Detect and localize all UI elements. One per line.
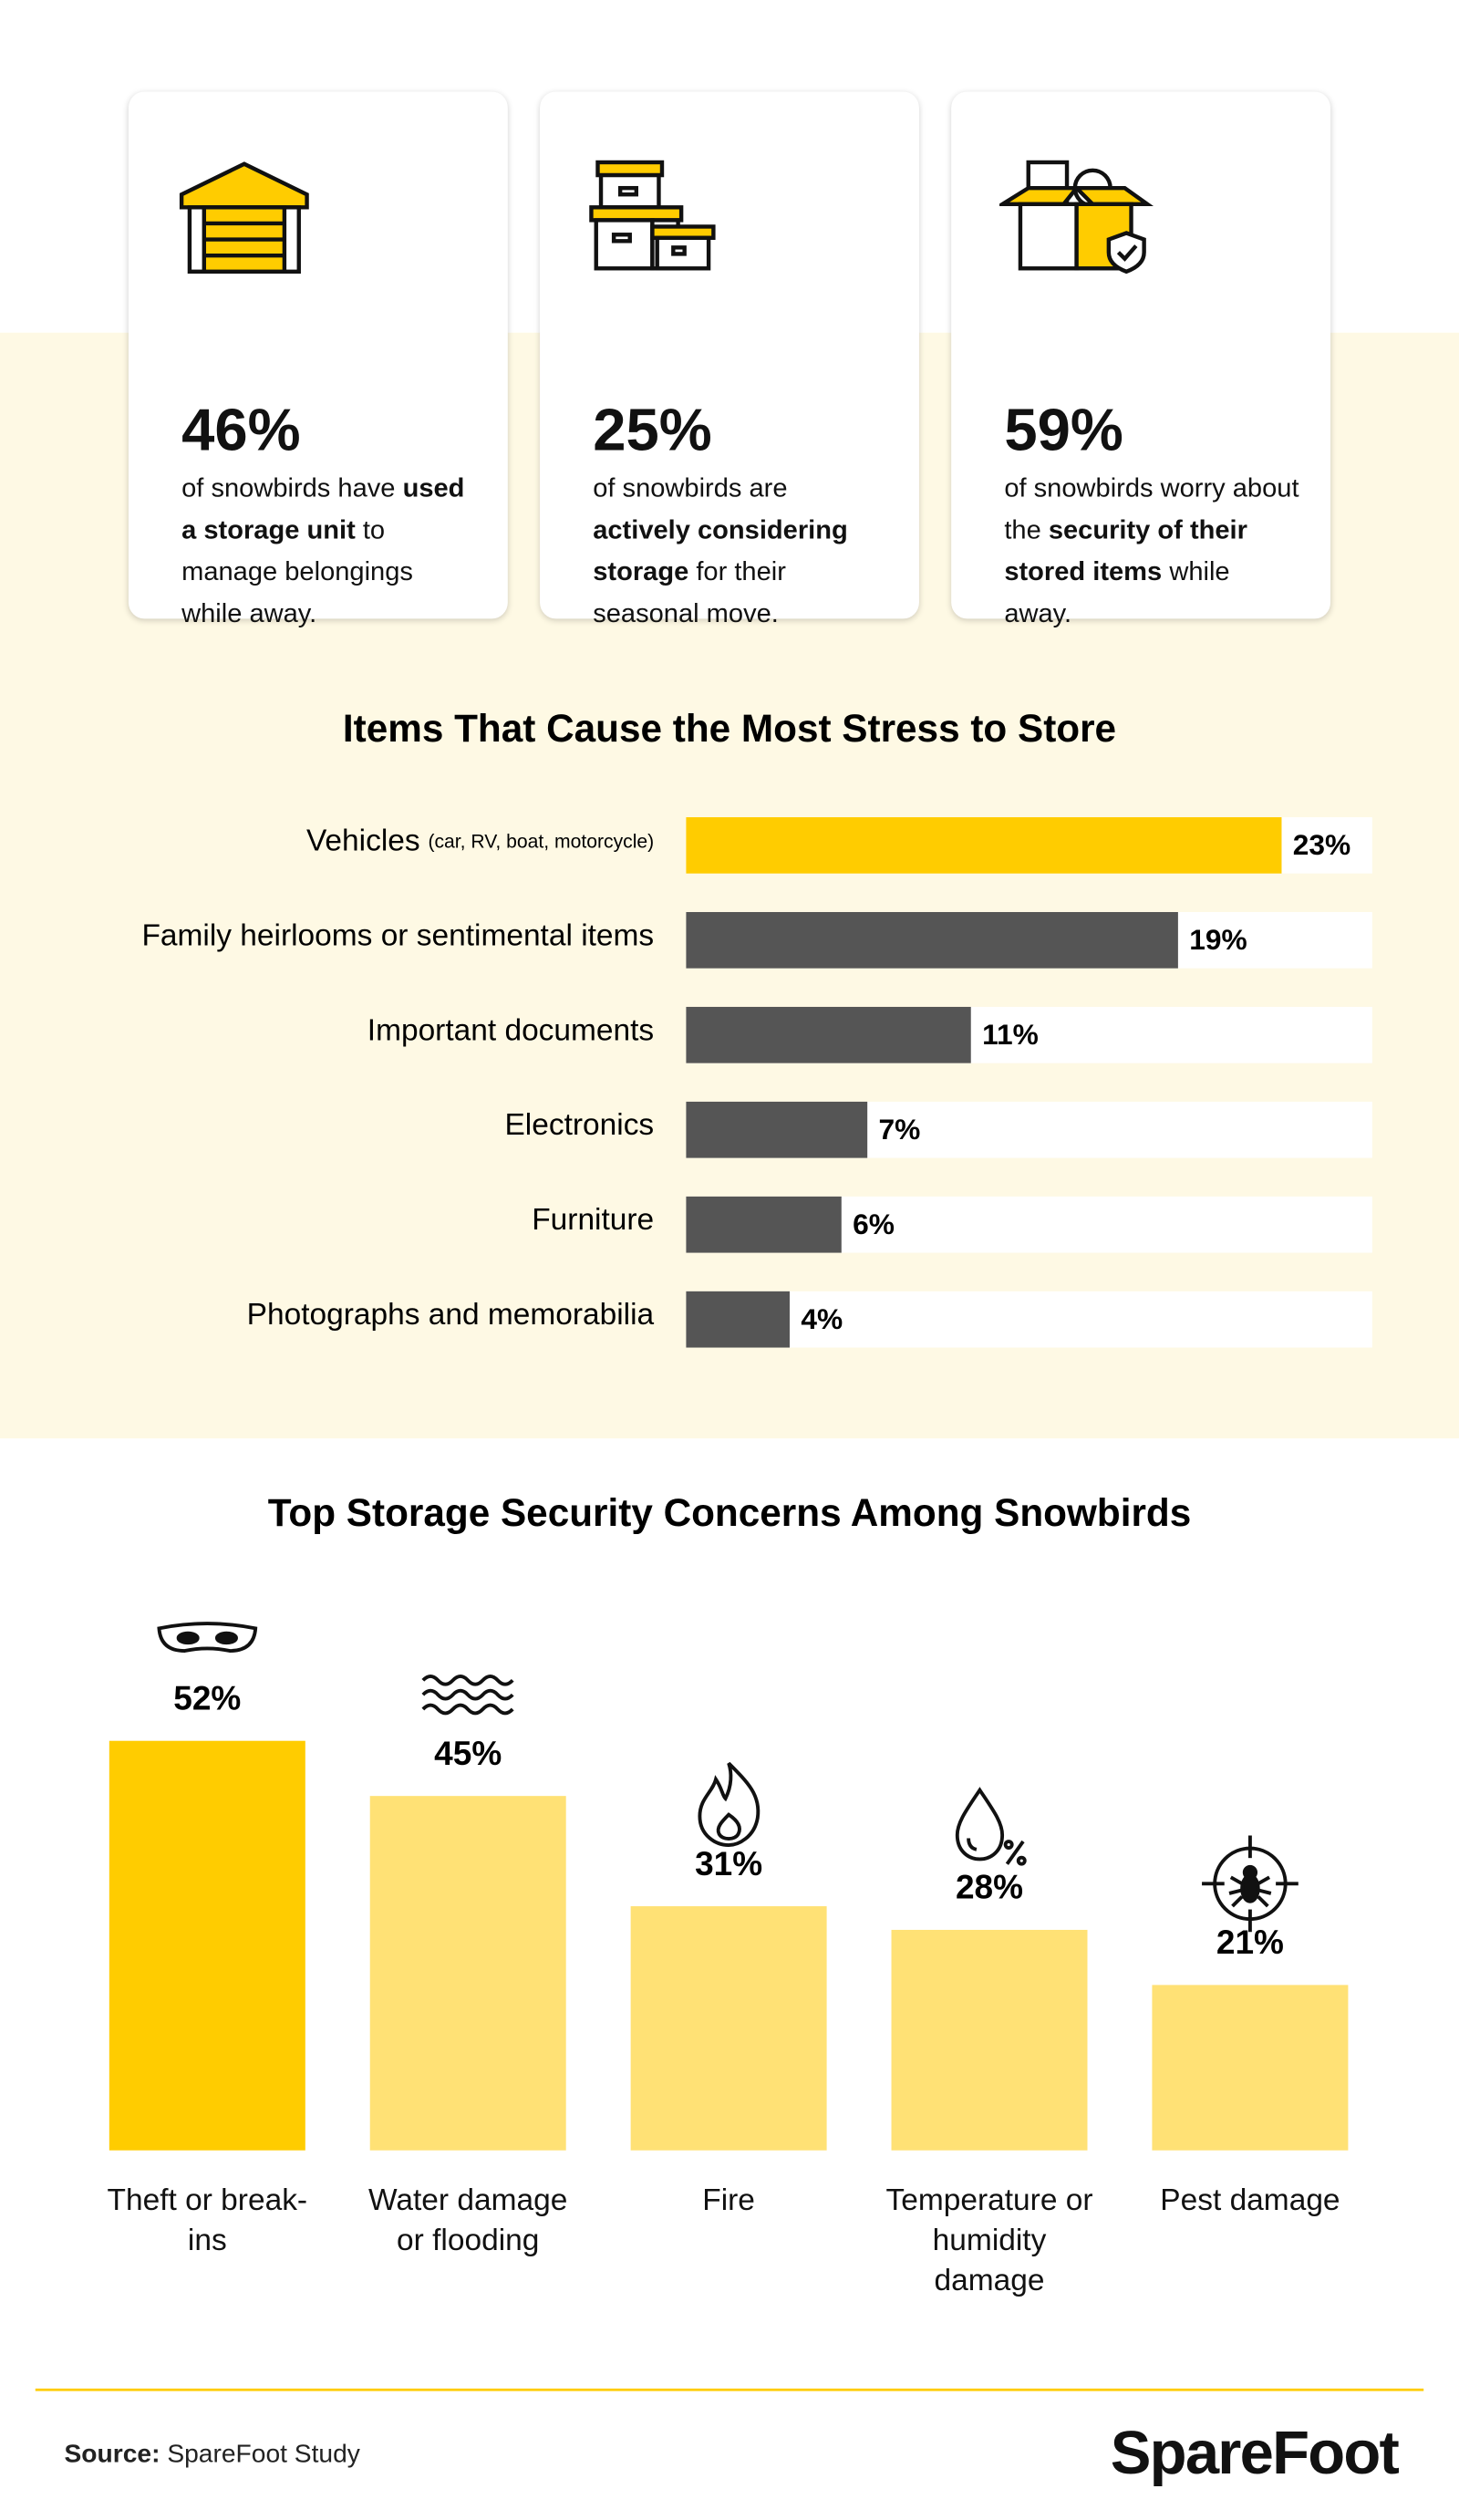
category-label: Vehicles (car, RV, boat, motorcycle) [306,824,654,857]
icon-mask [157,1622,258,1653]
stat-card: 59% of snowbirds worry about the securit… [951,91,1331,628]
category-label: Family heirlooms or sentimental items [141,918,654,952]
bar [369,1796,566,2151]
text: of snowbirds worry about the [1004,473,1299,545]
category-note: (car, RV, boat, motorcycle) [428,831,654,852]
stat-card: 46% of snowbirds have used a storage uni… [128,91,508,628]
value-label: 45% [434,1735,502,1772]
category-label: Theft or break-ins [107,2183,308,2258]
category-label: Important documents [367,1013,654,1047]
chart-title: Top Storage Security Concerns Among Snow… [268,1491,1192,1534]
category-label: Photographs and memorabilia [247,1298,655,1332]
text: of snowbirds have [181,473,396,503]
bar [686,817,1282,874]
icon-boxes [589,160,716,271]
source-label: Source: [64,2441,160,2469]
stat-value: 59% [1004,397,1123,463]
icon-humidity [955,1787,1027,1866]
value-label: 28% [956,1869,1023,1906]
stat-value: 46% [181,397,301,463]
bar [686,1196,842,1253]
bar-track [686,1291,1372,1348]
category-label: Electronics [504,1108,654,1142]
value-label: 19% [1189,923,1247,956]
source-text: SpareFoot Study [167,2441,360,2469]
icon-waves [421,1674,514,1716]
stat-card: 25% of snowbirds are actively considerin… [540,91,919,628]
icon-secure-box [999,160,1154,275]
text-bold: used a storage unit [181,473,465,545]
value-label: 52% [173,1679,241,1716]
category-name: Vehicles [306,824,420,857]
text: to manage belongings while away. [181,515,413,628]
chart-title: Items That Cause the Most Stress to Stor… [343,707,1116,750]
category-name: Electronics [504,1108,654,1142]
value-label: 21% [1216,1924,1284,1961]
bar [686,911,1178,969]
category-name: Family heirlooms or sentimental items [141,918,654,952]
stat-text: of snowbirds have used a storage unit to… [181,468,481,635]
value-label: 11% [982,1018,1039,1051]
source: Source: SpareFoot Study [64,2442,359,2471]
value-label: 4% [801,1302,843,1335]
bar [686,1101,868,1158]
bar [891,1929,1088,2151]
bar [630,1906,827,2151]
category-name: Important documents [367,1013,654,1047]
logo: SpareFoot [1110,2420,1400,2488]
category-label: Pest damage [1160,2183,1340,2218]
value-label: 6% [853,1208,895,1240]
stat-value: 25% [593,397,712,463]
bar [1152,1985,1349,2151]
category-label: Fire [702,2183,755,2218]
category-label: Water damage or flooding [368,2183,568,2258]
category-name: Furniture [532,1203,654,1237]
bar [686,1006,971,1063]
text-bold: security of their stored items [1004,515,1247,587]
value-label: 31% [695,1845,762,1882]
bar [686,1291,790,1348]
stat-text: of snowbirds are actively considering st… [593,468,892,635]
stat-text: of snowbirds worry about the security of… [1004,468,1303,635]
value-label: 7% [879,1113,921,1146]
category-name: Photographs and memorabilia [247,1298,655,1332]
bar [109,1740,305,2151]
category-label: Temperature or humidity damage [885,2183,1093,2298]
icon-garage [179,161,309,274]
icon-fire [698,1761,761,1848]
value-label: 23% [1293,828,1350,861]
icon-pest [1202,1835,1299,1933]
text: while away. [1004,557,1230,628]
category-label: Furniture [532,1203,654,1237]
text: for their seasonal move. [593,557,786,628]
text: of snowbirds are [593,473,788,503]
text-bold: actively considering storage [593,515,848,587]
